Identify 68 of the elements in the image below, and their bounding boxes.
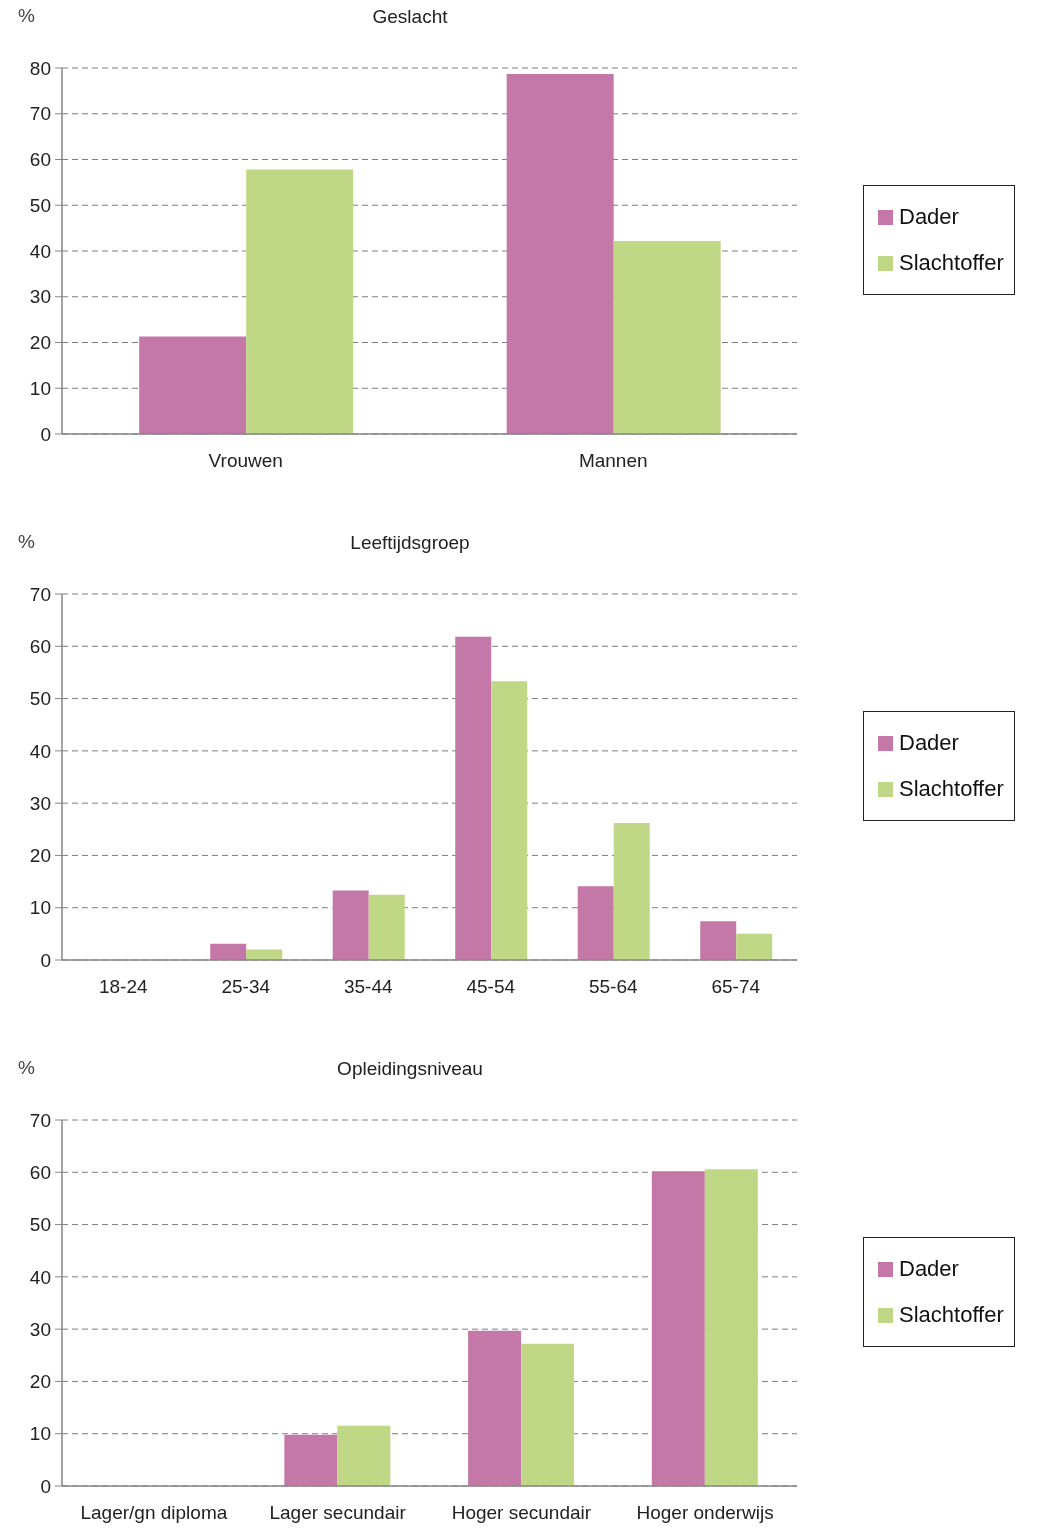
y-tick-label: 20 <box>29 845 51 867</box>
x-tick-label: 35-44 <box>343 976 393 998</box>
x-tick-label: Lager secundair <box>269 1502 407 1524</box>
bar <box>736 933 773 960</box>
legend-label: Dader <box>899 204 959 230</box>
x-tick-label: Mannen <box>578 450 648 472</box>
y-tick-label: 60 <box>29 1162 51 1184</box>
bar <box>613 240 721 434</box>
y-tick-label: 40 <box>29 240 51 262</box>
y-tick-label: 30 <box>29 792 51 814</box>
bar <box>521 1343 575 1486</box>
y-axis-title: % <box>18 1057 35 1079</box>
y-tick-label: 10 <box>29 1423 51 1445</box>
y-tick-label: 70 <box>29 103 51 125</box>
y-tick-label: 10 <box>29 897 51 919</box>
y-tick-label: 30 <box>29 286 51 308</box>
bar <box>577 886 614 960</box>
x-tick-label: 55-64 <box>588 976 638 998</box>
bar <box>506 73 614 434</box>
x-tick-label: 65-74 <box>711 976 761 998</box>
bar <box>455 636 492 960</box>
y-axis-title: % <box>18 531 35 553</box>
bar <box>613 823 650 960</box>
bar <box>332 890 369 960</box>
x-tick-label: 18-24 <box>98 976 148 998</box>
y-tick-label: 30 <box>29 1318 51 1340</box>
chart-title: Leeftijdsgroep <box>350 532 470 553</box>
bar <box>468 1330 522 1486</box>
legend-label: Slachtoffer <box>899 776 1004 802</box>
y-tick-label: 20 <box>29 332 51 354</box>
legend-label: Dader <box>899 730 959 756</box>
bar <box>139 336 247 434</box>
y-tick-label: 50 <box>29 688 51 710</box>
chart-title: Opleidingsniveau <box>337 1058 483 1079</box>
y-tick-label: 40 <box>29 1266 51 1288</box>
y-tick-label: 70 <box>29 1109 51 1131</box>
y-tick-label: 10 <box>29 377 51 399</box>
x-tick-label: 25-34 <box>221 976 271 998</box>
bar <box>284 1434 338 1486</box>
bar <box>246 169 354 434</box>
y-tick-label: 60 <box>29 149 51 171</box>
x-tick-label: Hoger onderwijs <box>636 1502 774 1524</box>
bar <box>337 1425 391 1486</box>
y-tick-label: 80 <box>29 57 51 79</box>
bar <box>491 681 528 960</box>
y-tick-label: 0 <box>40 423 51 445</box>
y-tick-label: 50 <box>29 1214 51 1236</box>
y-tick-label: 60 <box>29 636 51 658</box>
y-tick-label: 20 <box>29 1371 51 1393</box>
y-tick-label: 0 <box>40 949 51 971</box>
bar <box>704 1169 758 1486</box>
y-tick-label: 40 <box>29 740 51 762</box>
x-tick-label: Hoger secundair <box>451 1502 592 1524</box>
legend-label: Slachtoffer <box>899 1302 1004 1328</box>
y-axis-title: % <box>18 5 35 27</box>
y-tick-label: 50 <box>29 194 51 216</box>
bar <box>700 921 737 960</box>
x-tick-label: Lager/gn diploma <box>80 1502 228 1524</box>
y-tick-label: 70 <box>29 583 51 605</box>
x-tick-label: 45-54 <box>466 976 516 998</box>
bar <box>368 894 405 960</box>
chart-title: Geslacht <box>372 6 448 27</box>
legend-label: Dader <box>899 1256 959 1282</box>
x-tick-label: Vrouwen <box>208 450 283 472</box>
bar <box>210 943 247 960</box>
bar <box>651 1171 705 1486</box>
legend-label: Slachtoffer <box>899 250 1004 276</box>
y-tick-label: 0 <box>40 1475 51 1497</box>
